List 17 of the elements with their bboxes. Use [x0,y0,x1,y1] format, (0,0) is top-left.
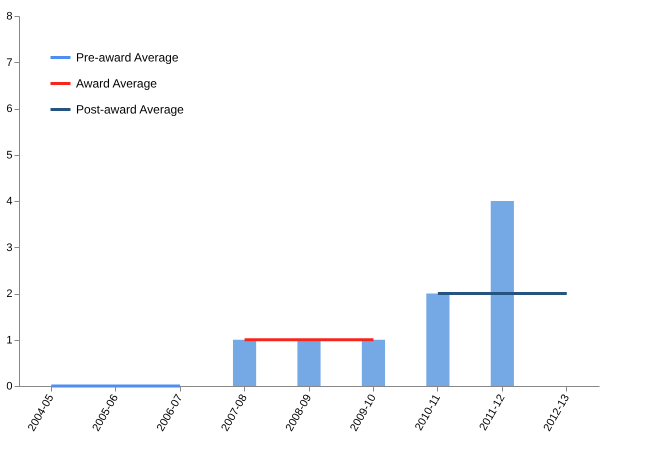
y-tick-label: 2 [6,288,12,300]
bar [362,340,386,386]
legend-label: Pre-award Average [76,50,179,64]
bar [297,340,321,386]
legend-label: Award Average [76,76,158,90]
bar [490,201,514,386]
y-tick-label: 5 [6,149,12,162]
bar [426,294,450,386]
y-tick-label: 6 [6,103,12,115]
y-tick-label: 8 [6,10,12,22]
y-tick-label: 3 [6,242,12,254]
bar [232,340,256,386]
y-tick-label: 4 [6,196,12,208]
y-tick-label: 7 [6,56,12,69]
y-tick-label: 0 [6,380,12,392]
y-tick-label: 1 [6,334,12,346]
legend-label: Post-award Average [76,102,184,116]
